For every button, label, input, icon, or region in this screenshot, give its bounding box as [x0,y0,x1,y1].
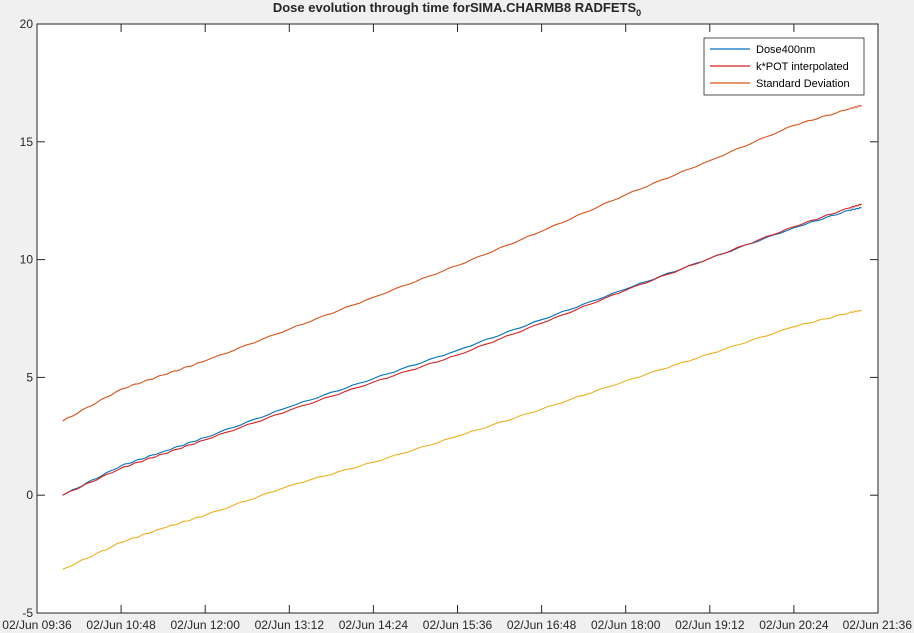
legend-label: k*POT interpolated [756,61,849,73]
series-line-1 [62,207,862,496]
y-tick-label: 20 [20,17,34,31]
x-tick-label: 02/Jun 15:36 [423,618,493,632]
y-tick-label: 0 [26,488,33,502]
series-line-2 [62,203,862,496]
x-tick-label: 02/Jun 09:36 [2,618,72,632]
y-axis-ticks: -5 0 5 10 15 20 [20,17,878,620]
x-tick-label: 02/Jun 14:24 [339,618,409,632]
x-tick-label: 02/Jun 21:36 [843,618,913,632]
y-tick-label: 15 [20,135,34,149]
x-tick-label: 02/Jun 16:48 [507,618,577,632]
x-tick-label: 02/Jun 20:24 [759,618,829,632]
legend: Dose400nm k*POT interpolated Standard Devi… [703,37,865,96]
y-tick-label: 5 [26,370,33,384]
x-tick-label: 02/Jun 18:00 [591,618,661,632]
series-line-4 [62,309,862,570]
plot-area [36,23,879,614]
series-line-3 [62,104,862,422]
x-tick-label: 02/Jun 12:00 [170,618,240,632]
legend-label: Standard Deviation [756,78,850,90]
series-layer [62,104,862,570]
y-tick-label: 10 [20,253,34,267]
x-tick-label: 02/Jun 13:12 [255,618,325,632]
chart-title-subscript: 0 [636,8,641,18]
x-axis-ticks: 02/Jun 09:36 02/Jun 10:48 02/Jun 12:00 02/J… [2,24,912,632]
chart-title: Dose evolution through time forSIMA.CHAR… [273,0,641,18]
x-tick-label: 02/Jun 10:48 [86,618,156,632]
legend-label: Dose400nm [756,44,815,56]
x-tick-label: 02/Jun 19:12 [675,618,745,632]
y-tick-label: -5 [22,606,33,620]
chart-title-main: Dose evolution through time forSIMA.CHAR… [273,0,637,15]
